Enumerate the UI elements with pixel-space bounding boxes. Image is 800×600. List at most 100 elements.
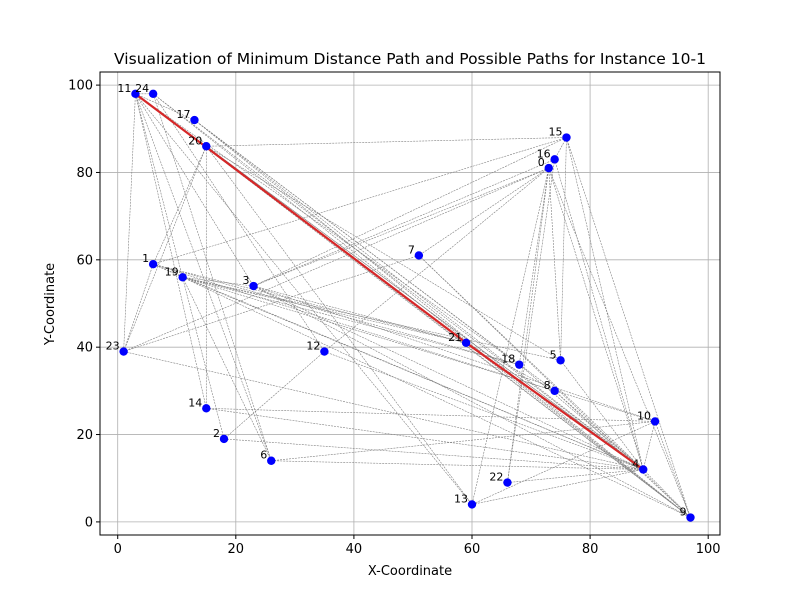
possible-path-12-4 (324, 351, 644, 470)
point-label-1: 1 (142, 252, 149, 265)
point-20 (202, 142, 211, 151)
possible-path-0-3 (253, 167, 549, 287)
possible-path-11-6 (135, 93, 272, 461)
x-tick-label: 0 (114, 542, 122, 557)
possible-path-15-1 (153, 137, 567, 265)
point-18 (515, 360, 524, 369)
point-label-14: 14 (188, 396, 202, 409)
possible-path-2-4 (223, 438, 644, 470)
x-tick-label: 60 (464, 542, 481, 557)
possible-path-0-5 (548, 168, 561, 361)
possible-path-11-2 (135, 93, 225, 439)
possible-path-11-18 (135, 93, 520, 365)
point-6 (267, 456, 276, 465)
x-axis-label: X-Coordinate (368, 564, 452, 579)
possible-path-3-4 (253, 285, 644, 470)
point-21 (461, 338, 471, 348)
point-label-21: 21 (448, 331, 462, 344)
possible-path-0-22 (507, 168, 550, 483)
point-label-18: 18 (501, 353, 515, 366)
chart-title: Visualization of Minimum Distance Path a… (114, 50, 706, 68)
point-9 (686, 513, 695, 522)
possible-path-22-4 (507, 469, 644, 483)
possible-path-15-5 (560, 137, 567, 361)
point-label-9: 9 (679, 506, 686, 519)
possible-path-0-13 (471, 168, 550, 505)
possible-path-19-21 (182, 277, 467, 344)
possible-path-0-12 (324, 167, 549, 352)
point-label-8: 8 (544, 379, 551, 392)
x-tick-label: 20 (228, 542, 245, 557)
possible-path-5-4 (560, 360, 644, 470)
point-label-24: 24 (135, 82, 149, 95)
possible-path-6-4 (271, 460, 644, 470)
y-tick-label: 0 (85, 515, 93, 530)
point-7 (414, 251, 424, 260)
possible-path-1-8 (153, 263, 555, 392)
possible-path-11-17 (135, 93, 195, 121)
point-label-15: 15 (548, 126, 562, 139)
y-tick-label: 100 (68, 79, 93, 94)
possible-path-17-9 (194, 119, 691, 518)
possible-path-11-14 (135, 93, 207, 409)
point-17 (190, 115, 199, 125)
point-label-17: 17 (176, 108, 190, 121)
possible-path-0-23 (123, 167, 549, 352)
possible-path-19-4 (182, 277, 644, 470)
y-tick-label: 60 (76, 253, 93, 268)
point-label-10: 10 (637, 409, 651, 422)
possible-path-15-3 (253, 137, 567, 287)
point-23 (119, 347, 128, 356)
possible-path-0-18 (518, 168, 550, 365)
possible-path-8-9 (554, 390, 691, 518)
point-label-22: 22 (489, 471, 503, 484)
possible-path-21-9 (465, 342, 691, 518)
point-label-5: 5 (550, 348, 557, 361)
possible-path-19-5 (182, 276, 561, 361)
possible-path-4-9 (643, 469, 691, 518)
point-13 (467, 500, 477, 509)
point-label-7: 7 (408, 243, 415, 256)
x-tick-label: 80 (582, 542, 599, 557)
possible-path-17-4 (194, 119, 644, 470)
point-label-6: 6 (260, 449, 267, 462)
possible-path-20-1 (152, 146, 207, 265)
possible-path-20-4 (206, 146, 644, 470)
data-points (119, 89, 695, 522)
y-axis-label: Y-Coordinate (43, 263, 58, 346)
possible-path-1-4 (153, 263, 644, 470)
possible-path-11-23 (123, 93, 136, 352)
possible-path-3-9 (253, 285, 691, 518)
possible-path-16-22 (507, 159, 555, 483)
possible-path-10-13 (471, 421, 656, 505)
point-19 (178, 273, 187, 282)
point-label-20: 20 (188, 134, 202, 147)
possible-path-19-9 (182, 277, 691, 518)
possible-path-24-12 (152, 93, 325, 352)
possible-path-24-4 (152, 93, 644, 470)
point-label-23: 23 (106, 340, 120, 353)
point-label-16: 16 (537, 147, 551, 160)
possible-path-24-6 (152, 93, 272, 461)
point-label-4: 4 (632, 457, 639, 470)
y-tick-label: 80 (76, 166, 93, 181)
possible-paths (123, 93, 691, 518)
possible-path-0-4 (548, 168, 644, 470)
point-label-11: 11 (117, 82, 131, 95)
possible-path-11-3 (135, 93, 254, 287)
point-label-0: 0 (538, 156, 545, 169)
possible-path-20-15 (206, 137, 567, 147)
possible-path-17-18 (194, 119, 520, 365)
possible-path-11-9 (135, 93, 691, 518)
possible-path-8-4 (554, 390, 644, 470)
possible-path-1-19 (153, 263, 183, 278)
x-tick-label: 100 (696, 542, 721, 557)
possible-path-15-9 (566, 137, 691, 518)
possible-path-19-6 (182, 277, 272, 461)
point-3 (249, 281, 258, 291)
point-15 (562, 133, 571, 142)
x-tick-label: 40 (346, 542, 363, 557)
possible-path-1-23 (123, 264, 154, 352)
